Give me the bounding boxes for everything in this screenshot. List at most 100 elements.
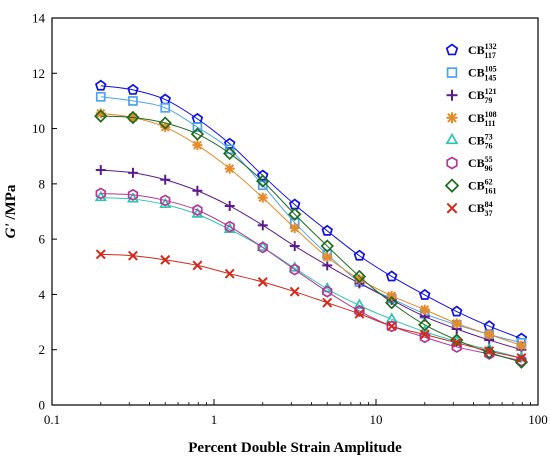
data-point [446,202,458,214]
data-point [95,187,106,200]
data-point [224,268,235,279]
data-point [445,43,459,56]
data-point [257,241,268,254]
legend-item: CB121 79 [446,87,497,105]
x-tick-label: 1 [211,412,218,427]
data-point [192,140,203,151]
data-point [446,89,458,101]
data-point [289,241,300,252]
series-line [100,85,522,340]
data-point [386,321,397,332]
data-point [224,163,235,174]
x-tick-label: 100 [528,412,548,427]
x-tick-label: 0.1 [44,412,60,427]
data-point [160,194,171,207]
data-point [451,340,462,353]
data-point [126,110,140,125]
data-point [288,261,301,272]
y-axis-title-unit: /MPa [3,184,19,223]
data-point [95,91,106,102]
legend-label: CB121 79 [468,87,497,105]
legend-label: CB73 76 [468,132,493,150]
series-84-37 [95,249,527,363]
data-point [192,204,203,217]
legend-label: CB132 117 [468,42,497,60]
data-point [320,239,334,253]
legend-label: CB105 145 [468,65,497,83]
legend-item: CB84 37 [446,200,493,218]
data-point [516,340,527,351]
data-point [446,112,458,124]
data-point [190,127,205,141]
y-tick-label: 12 [32,66,45,81]
legend-item: CB105 145 [446,65,497,83]
legend-item: CB108 111 [446,110,497,128]
data-point [321,224,333,236]
data-point [322,252,333,263]
data-point [224,220,235,233]
data-point [289,286,300,297]
data-point [446,156,458,170]
data-point [127,167,138,178]
y-tick-label: 10 [32,121,45,136]
legend-label: CB62 161 [468,178,496,196]
plot-area [51,17,539,406]
data-point [289,223,300,234]
data-point [419,329,430,340]
y-tick-label: 14 [32,11,46,26]
series-line [100,253,522,359]
y-tick-label: 0 [39,398,46,413]
data-point [160,254,171,265]
y-tick-label: 8 [39,176,46,191]
data-point [158,116,172,130]
data-point [160,174,171,185]
data-point [419,331,430,344]
data-point [353,249,366,261]
legend: CB132 117 CB105 145 CB121 79 CB108 111 CB73 76 CB5… [444,42,497,218]
data-point [257,277,268,287]
data-point [386,320,397,333]
data-point [127,83,139,95]
data-point [192,260,203,271]
axes: 0 2 4 6 8 10 12 14 0.1 1 10 100 [32,11,548,428]
series-132-117 [95,79,528,344]
data-point [289,263,300,276]
y-axis-title-symbol: G' [3,223,19,238]
data-point [354,305,365,317]
data-point [352,269,367,284]
data-point [386,290,397,301]
y-axis-title: G' /MPa [3,184,19,238]
data-point [95,79,107,91]
data-point [257,192,268,203]
data-point [419,288,431,300]
data-point [445,132,459,145]
data-point [95,165,106,176]
data-point [192,185,203,196]
data-point [127,188,139,201]
legend-label: CB84 37 [468,200,493,218]
data-point [451,318,462,329]
y-tick-label: 4 [39,287,46,302]
series-line [100,96,522,344]
data-point [385,270,398,282]
data-point [322,285,333,298]
data-point [516,354,527,367]
data-point [446,67,458,78]
data-point [484,346,495,357]
data-point [127,250,138,261]
series-line [100,112,522,347]
data-point [419,304,430,315]
data-point [94,109,108,123]
data-point [384,296,399,310]
data-point [418,318,432,332]
data-point [353,298,366,309]
series-105-145 [95,91,527,348]
legend-item: CB73 76 [445,132,493,150]
data-point [444,178,460,193]
legend-item: CB62 161 [444,178,496,196]
data-point [128,96,138,106]
data-point [484,329,495,340]
series-group [94,79,529,369]
data-point [516,353,527,363]
